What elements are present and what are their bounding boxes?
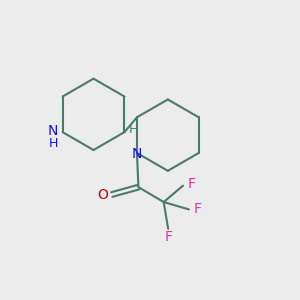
Text: H: H (129, 123, 139, 136)
Text: F: F (164, 230, 172, 244)
Text: O: O (97, 188, 108, 202)
Text: F: F (187, 177, 195, 191)
Text: H: H (48, 137, 58, 150)
Text: N: N (132, 148, 142, 161)
Text: F: F (193, 202, 201, 216)
Text: N: N (48, 124, 58, 138)
